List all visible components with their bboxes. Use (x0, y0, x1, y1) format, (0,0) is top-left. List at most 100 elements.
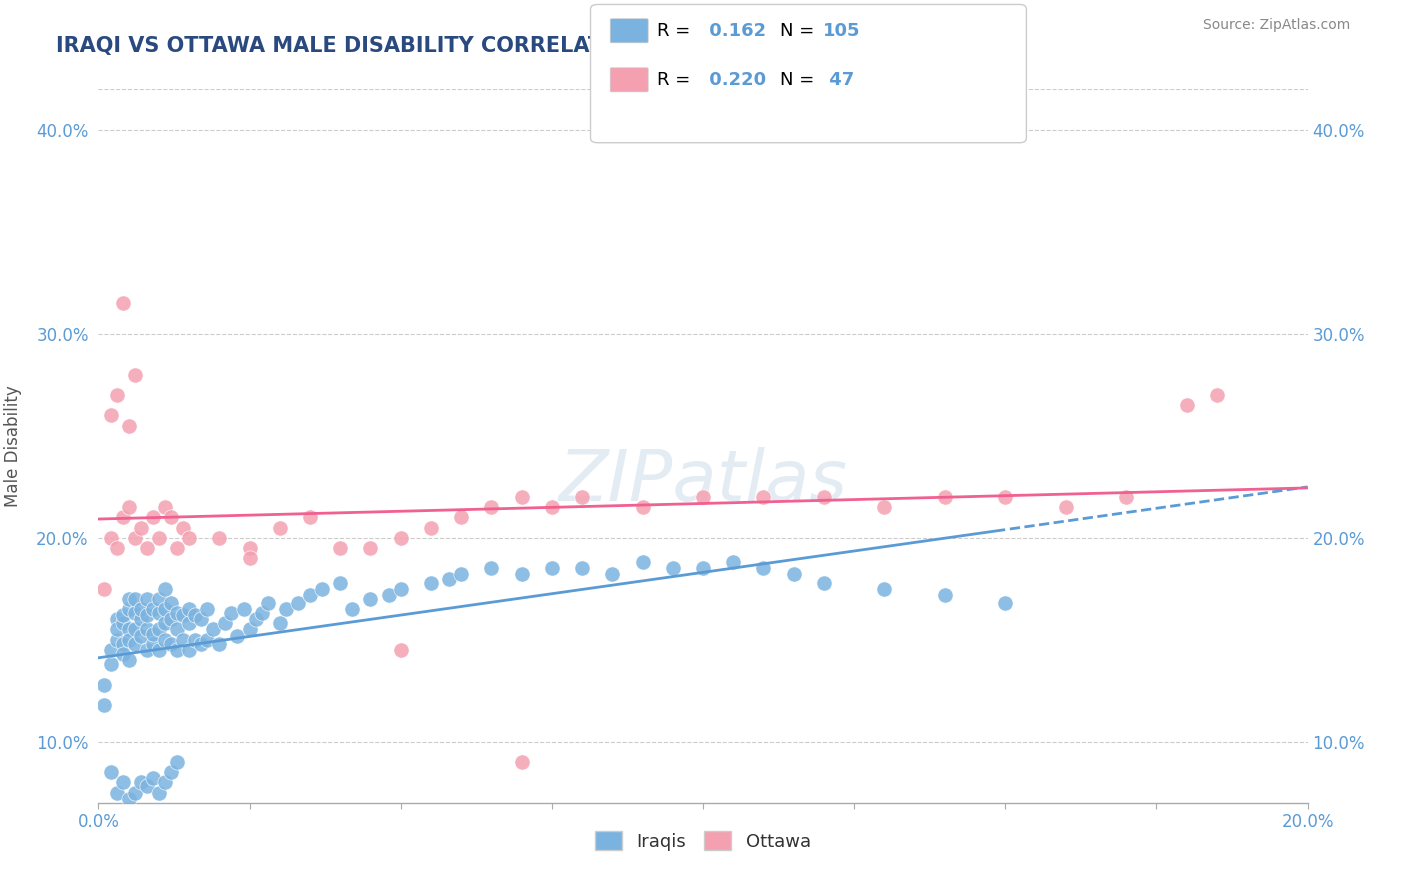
Point (195, 602, 218, 616)
Point (1175, 398, 1198, 412)
Point (148, 531, 170, 545)
Text: R =: R = (657, 71, 696, 89)
Point (783, 567, 806, 582)
Point (1054, 500, 1077, 515)
Point (190, 637, 212, 651)
Point (124, 637, 146, 651)
Point (124, 368, 146, 382)
Point (153, 775, 176, 789)
Point (287, 596, 309, 610)
Point (184, 608, 207, 623)
Point (148, 623, 170, 637)
Point (179, 616, 201, 631)
Point (239, 541, 262, 555)
Point (245, 612, 267, 626)
Point (93, 677, 115, 691)
Point (172, 632, 194, 647)
Point (389, 643, 412, 657)
Point (723, 555, 745, 569)
Point (124, 531, 146, 545)
Point (256, 596, 278, 610)
Point (153, 602, 176, 616)
Point (692, 561, 714, 575)
Point (994, 490, 1017, 504)
Point (481, 561, 503, 575)
Point (111, 608, 134, 623)
Point (118, 791, 141, 805)
Point (135, 541, 157, 555)
Point (510, 490, 533, 504)
Point (105, 786, 128, 800)
Point (129, 629, 152, 643)
Point (1206, 388, 1229, 402)
Point (934, 490, 956, 504)
Point (111, 647, 134, 661)
Point (124, 591, 146, 606)
Text: Source: ZipAtlas.com: Source: ZipAtlas.com (1202, 18, 1350, 32)
Text: R =: R = (657, 22, 696, 40)
Point (142, 626, 165, 640)
Point (631, 555, 654, 569)
Point (221, 606, 243, 620)
Point (148, 786, 170, 800)
Point (179, 602, 201, 616)
Point (129, 612, 152, 626)
Point (571, 490, 593, 504)
Point (142, 602, 165, 616)
Y-axis label: Male Disability: Male Disability (4, 385, 22, 507)
Point (602, 567, 624, 582)
Point (813, 575, 835, 590)
Point (100, 765, 122, 780)
Point (184, 632, 207, 647)
Point (450, 510, 472, 524)
Point (1115, 490, 1137, 504)
Point (299, 588, 322, 602)
Point (360, 541, 382, 555)
Point (142, 510, 165, 524)
Point (160, 510, 183, 524)
Point (160, 637, 183, 651)
Point (994, 596, 1017, 610)
Point (172, 520, 194, 534)
Point (142, 637, 165, 651)
Point (692, 490, 714, 504)
Point (329, 541, 352, 555)
Point (269, 616, 291, 631)
Point (661, 561, 683, 575)
Point (111, 775, 134, 789)
Point (129, 602, 152, 616)
Point (105, 388, 128, 402)
Point (148, 606, 170, 620)
Point (153, 582, 176, 596)
Point (166, 606, 188, 620)
Point (105, 541, 128, 555)
Point (873, 500, 896, 515)
Point (752, 561, 775, 575)
Point (118, 418, 141, 433)
Point (239, 623, 262, 637)
Point (118, 591, 141, 606)
Point (873, 582, 896, 596)
Point (299, 510, 322, 524)
Point (571, 561, 593, 575)
Point (208, 531, 231, 545)
Point (111, 296, 134, 310)
Point (269, 520, 291, 534)
Point (160, 765, 183, 780)
Point (510, 755, 533, 769)
Point (142, 772, 165, 786)
Point (179, 643, 201, 657)
Point (111, 616, 134, 631)
Text: 105: 105 (823, 22, 860, 40)
Point (214, 616, 236, 631)
Point (160, 596, 183, 610)
Point (153, 616, 176, 631)
Point (105, 612, 128, 626)
Text: 0.220: 0.220 (703, 71, 766, 89)
Point (124, 606, 146, 620)
Point (100, 643, 122, 657)
Point (450, 567, 472, 582)
Point (510, 567, 533, 582)
Point (481, 500, 503, 515)
Point (118, 500, 141, 515)
